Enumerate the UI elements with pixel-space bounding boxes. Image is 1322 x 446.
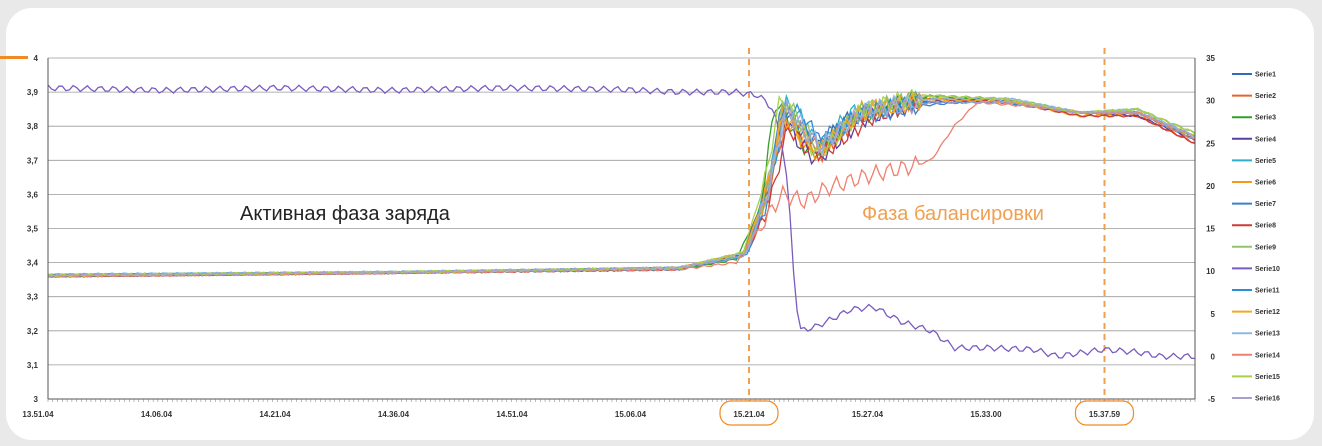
series-line-serie8 [47,93,1196,278]
series-line-serie10 [47,84,1196,361]
x-tick-label: 14.21.04 [259,410,291,419]
y-right-tick-label: 35 [1206,54,1215,63]
y-axis-right: -5 0 5 10 15 20 25 30 35 [1206,54,1215,404]
legend-label: Serie13 [1255,331,1280,338]
series-line-serie13 [47,92,1196,277]
series-line-serie6 [47,91,1196,278]
series-line-serie11 [47,95,1196,277]
legend-label: Serie15 [1255,374,1280,381]
y-left-tick-label: 3,6 [27,190,39,199]
x-tick-highlight [1074,400,1135,426]
x-tick-label: 15.27.04 [852,410,884,419]
y-axis-left: 3 3,1 3,2 3,3 3,4 3,5 3,6 3,7 3,8 3,9 4 [27,54,1196,404]
phase-boundaries [748,48,1106,401]
y-left-tick-label: 3,8 [27,122,39,131]
x-tick-label: 14.36.04 [378,410,410,419]
legend-label: Serie2 [1255,93,1276,100]
y-right-tick-label: 0 [1211,352,1216,361]
y-left-tick-label: 3,9 [27,88,39,97]
y-right-tick-label: 25 [1206,139,1215,148]
x-tick-label: 14.06.04 [141,410,173,419]
annotation-active-phase: Активная фаза заряда [240,203,451,225]
legend-label: Serie6 [1255,180,1276,187]
series-line-serie15 [47,88,1196,278]
series-line-serie5 [47,92,1196,277]
y-right-tick-label: 15 [1206,225,1215,234]
series-line-serie14 [47,101,1196,278]
y-right-tick-label: -5 [1208,395,1216,404]
legend: Serie1 Serie2 Serie3 Serie4 Serie5 Serie6 Seri… [1232,72,1280,403]
y-left-tick-label: 3,4 [27,259,39,268]
y-right-tick-label: 5 [1211,310,1216,319]
y-right-tick-label: 30 [1206,97,1215,106]
y-left-tick-label: 3,5 [27,225,39,234]
series-line-serie1 [47,88,1196,278]
legend-label: Serie8 [1255,223,1276,230]
accent-bar [0,56,28,59]
x-tick-label: 14.51.04 [496,410,528,419]
series-line-serie12 [47,92,1196,278]
annotation-balancing-phase: Фаза балансировки [862,203,1044,225]
y-left-tick-label: 3 [34,395,39,404]
series-line-serie9 [47,92,1196,277]
legend-label: Serie12 [1255,309,1280,316]
y-left-tick-label: 3,1 [27,361,39,370]
legend-label: Serie14 [1255,352,1280,359]
x-tick-label: 15.06.04 [615,410,647,419]
legend-label: Serie11 [1255,288,1280,295]
series-line-serie3 [47,90,1196,278]
series-line-serie16 [47,93,1196,278]
x-tick-label: 13.51.04 [22,410,54,419]
legend-label: Serie9 [1255,244,1276,251]
x-tick-label: 15.21.04 [733,410,765,419]
series-line-serie4 [47,94,1196,278]
series-line-serie2 [47,91,1196,278]
legend-label: Serie5 [1255,158,1276,165]
y-left-tick-label: 3,2 [27,327,39,336]
x-axis: 13.51.04 14.06.04 14.21.04 14.36.04 14.51.04… [22,398,1196,426]
chart-card [6,8,1314,440]
y-left-tick-label: 4 [34,54,39,63]
series-lines [47,84,1196,361]
x-tick-label: 15.33.00 [970,410,1002,419]
y-right-tick-label: 10 [1206,267,1215,276]
y-right-tick-label: 20 [1206,182,1215,191]
legend-label: Serie4 [1255,136,1276,143]
legend-label: Serie10 [1255,266,1280,273]
legend-label: Serie7 [1255,201,1276,208]
series-line-serie7 [47,97,1196,277]
grid-lines [48,57,1195,366]
legend-label: Serie1 [1255,72,1276,79]
y-left-tick-label: 3,3 [27,293,39,302]
y-left-tick-label: 3,7 [27,156,39,165]
legend-label: Serie16 [1255,396,1280,403]
x-tick-highlight [719,400,779,426]
x-tick-label: 15.37.59 [1089,410,1121,419]
legend-label: Serie3 [1255,115,1276,122]
